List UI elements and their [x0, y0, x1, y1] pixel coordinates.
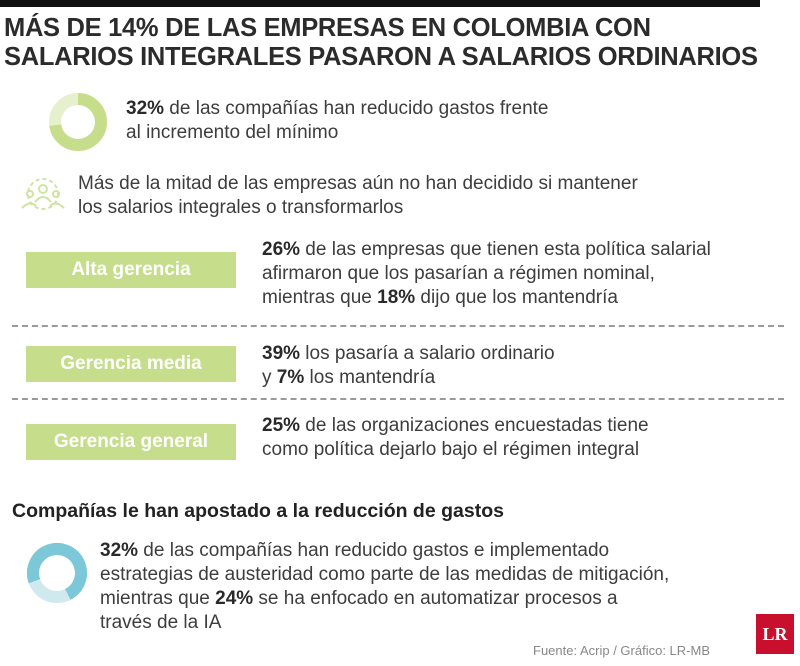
text: través de la IA — [100, 612, 222, 633]
level-label: Alta gerencia — [26, 252, 236, 288]
paragraph: Más de la mitad de las empresas aún no h… — [78, 172, 638, 220]
text-line: Más de la mitad de las empresas aún no h… — [78, 172, 638, 196]
text-line: 25% de las organizaciones encuestadas ti… — [262, 414, 649, 438]
divider — [12, 398, 784, 400]
text-line: como política dejarlo bajo el régimen in… — [262, 438, 649, 462]
paragraph: 32% de las compañías han reducido gastos… — [100, 539, 669, 635]
highlight: 32% — [126, 98, 165, 119]
text-line: al incremento del mínimo — [126, 121, 549, 145]
text: estrategias de austeridad como parte de … — [100, 564, 670, 585]
paragraph: 25% de las organizaciones encuestadas ti… — [262, 414, 649, 462]
text: afirmaron que los pasarían a régimen nom… — [262, 263, 655, 284]
text-line: estrategias de austeridad como parte de … — [100, 563, 669, 587]
text: de las compañías han reducido gastos fre… — [164, 98, 549, 119]
title-line: SALARIOS INTEGRALES PASARON A SALARIOS O… — [4, 43, 758, 71]
text: como política dejarlo bajo el régimen in… — [262, 439, 640, 460]
text: al incremento del mínimo — [126, 122, 339, 143]
text-line: mientras que 24% se ha enfocado en autom… — [100, 587, 669, 611]
title: MÁS DE 14% DE LAS EMPRESAS EN COLOMBIA C… — [4, 14, 758, 72]
highlight: 24% — [215, 588, 254, 609]
text: los salarios integrales o transformarlos — [78, 197, 404, 218]
highlight: 26% — [262, 239, 301, 260]
text-line: 26% de las empresas que tienen esta polí… — [262, 238, 711, 262]
text-line: mientras que 18% dijo que los mantendría — [262, 286, 711, 310]
text: los mantendría — [304, 367, 436, 388]
text: se ha enfocado en automatizar procesos a — [253, 588, 618, 609]
source: Fuente: Acrip / Gráfico: LR-MB — [533, 643, 711, 658]
highlight: 32% — [100, 540, 139, 561]
level-label: Gerencia general — [26, 424, 236, 460]
text: los pasaría a salario ordinario — [300, 343, 555, 364]
section-heading: Compañías le han apostado a la reducción… — [12, 500, 504, 522]
text-line: los salarios integrales o transformarlos — [78, 196, 638, 220]
donut-icon — [27, 543, 87, 603]
text: de las organizaciones encuestadas tiene — [300, 415, 649, 436]
title-line: MÁS DE 14% DE LAS EMPRESAS EN COLOMBIA C… — [4, 14, 651, 42]
text-line: 39% los pasaría a salario ordinario — [262, 342, 555, 366]
text-line: 32% de las compañías han reducido gastos… — [100, 539, 669, 563]
text: y — [262, 367, 277, 388]
highlight: 18% — [377, 287, 416, 308]
text: mientras que — [262, 287, 378, 308]
divider — [12, 325, 784, 327]
people-icon — [21, 178, 65, 210]
text: de las compañías han reducido gastos e i… — [138, 540, 610, 561]
highlight: 25% — [262, 415, 301, 436]
level-label: Gerencia media — [26, 346, 236, 382]
text: dijo que los mantendría — [415, 287, 618, 308]
text-line: través de la IA — [100, 611, 669, 635]
paragraph: 26% de las empresas que tienen esta polí… — [262, 238, 711, 310]
logo: LR — [756, 614, 794, 654]
paragraph: 39% los pasaría a salario ordinario y 7% … — [262, 342, 555, 390]
text-line: 32% de las compañías han reducido gastos… — [126, 97, 549, 121]
text: mientras que — [100, 588, 216, 609]
text-line: afirmaron que los pasarían a régimen nom… — [262, 262, 711, 286]
highlight: 7% — [276, 367, 305, 388]
paragraph: 32% de las compañías han reducido gastos… — [126, 97, 549, 145]
top-bar — [0, 0, 760, 7]
highlight: 39% — [262, 343, 301, 364]
text: Más de la mitad de las empresas aún no h… — [78, 173, 638, 194]
donut-icon — [49, 93, 107, 151]
text-line: y 7% los mantendría — [262, 366, 555, 390]
text: de las empresas que tienen esta política… — [300, 239, 711, 260]
